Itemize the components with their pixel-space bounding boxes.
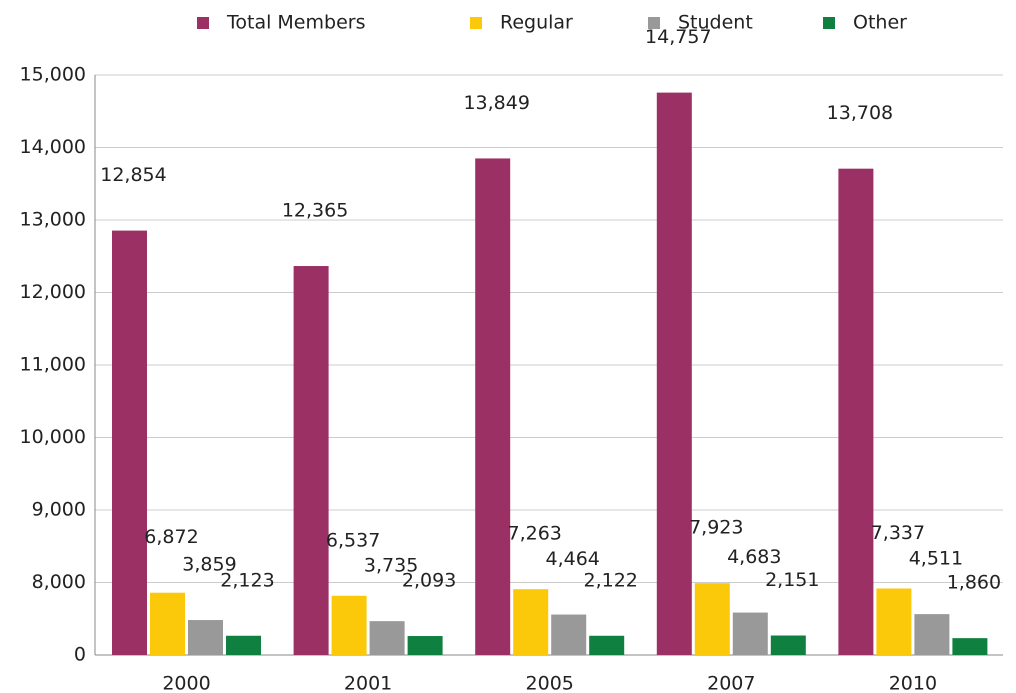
data-label: 1,860 — [947, 572, 1001, 594]
y-tick-label: 13,000 — [20, 209, 86, 231]
y-tick-label: 9,000 — [32, 499, 86, 521]
y-tick-label: 14,000 — [20, 136, 86, 158]
bar — [293, 266, 329, 655]
data-label: 12,854 — [100, 164, 166, 186]
legend-swatch — [197, 17, 209, 29]
bar — [475, 158, 511, 655]
data-label: 2,123 — [220, 569, 274, 591]
y-tick-label: 11,000 — [20, 354, 86, 376]
bar — [551, 614, 587, 655]
legend-label: Total Members — [226, 12, 365, 34]
data-label: 13,849 — [463, 92, 529, 114]
data-label: 2,122 — [583, 569, 637, 591]
bar — [369, 621, 405, 655]
bar — [589, 635, 625, 655]
y-tick-label: 8,000 — [32, 571, 86, 593]
data-label: 7,923 — [689, 517, 743, 539]
data-label: 14,757 — [645, 26, 711, 48]
bar — [513, 589, 549, 655]
data-label: 13,708 — [827, 102, 893, 124]
y-tick-label: 15,000 — [20, 64, 86, 86]
bar — [331, 595, 367, 655]
bar — [407, 636, 443, 655]
legend-label: Other — [853, 12, 907, 34]
x-tick-label: 2010 — [889, 673, 937, 693]
legend-swatch — [648, 17, 660, 29]
bar — [876, 588, 912, 655]
legend-label: Regular — [500, 12, 573, 34]
data-label: 4,464 — [545, 548, 599, 570]
x-tick-label: 2001 — [344, 673, 392, 693]
data-label: 7,263 — [507, 523, 561, 545]
legend-label: Student — [678, 12, 753, 34]
data-label: 6,872 — [144, 526, 198, 548]
bar — [226, 635, 261, 655]
data-label: 2,151 — [765, 569, 819, 591]
bar — [112, 230, 147, 655]
data-label: 7,337 — [871, 522, 925, 544]
bar — [694, 583, 730, 655]
x-tick-label: 2007 — [707, 673, 755, 693]
data-label: 4,683 — [727, 546, 781, 568]
data-label: 6,537 — [326, 529, 380, 551]
data-label: 12,365 — [282, 200, 348, 222]
data-label: 3,859 — [182, 554, 236, 576]
bar — [914, 614, 950, 655]
x-tick-label: 2000 — [162, 673, 210, 693]
bar — [770, 635, 806, 655]
x-tick-label: 2005 — [526, 673, 574, 693]
bar — [732, 612, 768, 655]
bar — [656, 92, 692, 656]
data-label: 4,511 — [909, 548, 963, 570]
bar — [150, 592, 185, 655]
bar — [188, 620, 223, 655]
bar — [838, 168, 874, 656]
y-tick-label: 0 — [74, 644, 86, 666]
legend-swatch — [823, 17, 835, 29]
legend-swatch — [470, 17, 482, 29]
data-label: 3,735 — [364, 555, 418, 577]
data-label: 2,093 — [402, 570, 456, 592]
bar — [952, 638, 988, 655]
y-tick-label: 12,000 — [20, 281, 86, 303]
y-tick-label: 10,000 — [20, 426, 86, 448]
